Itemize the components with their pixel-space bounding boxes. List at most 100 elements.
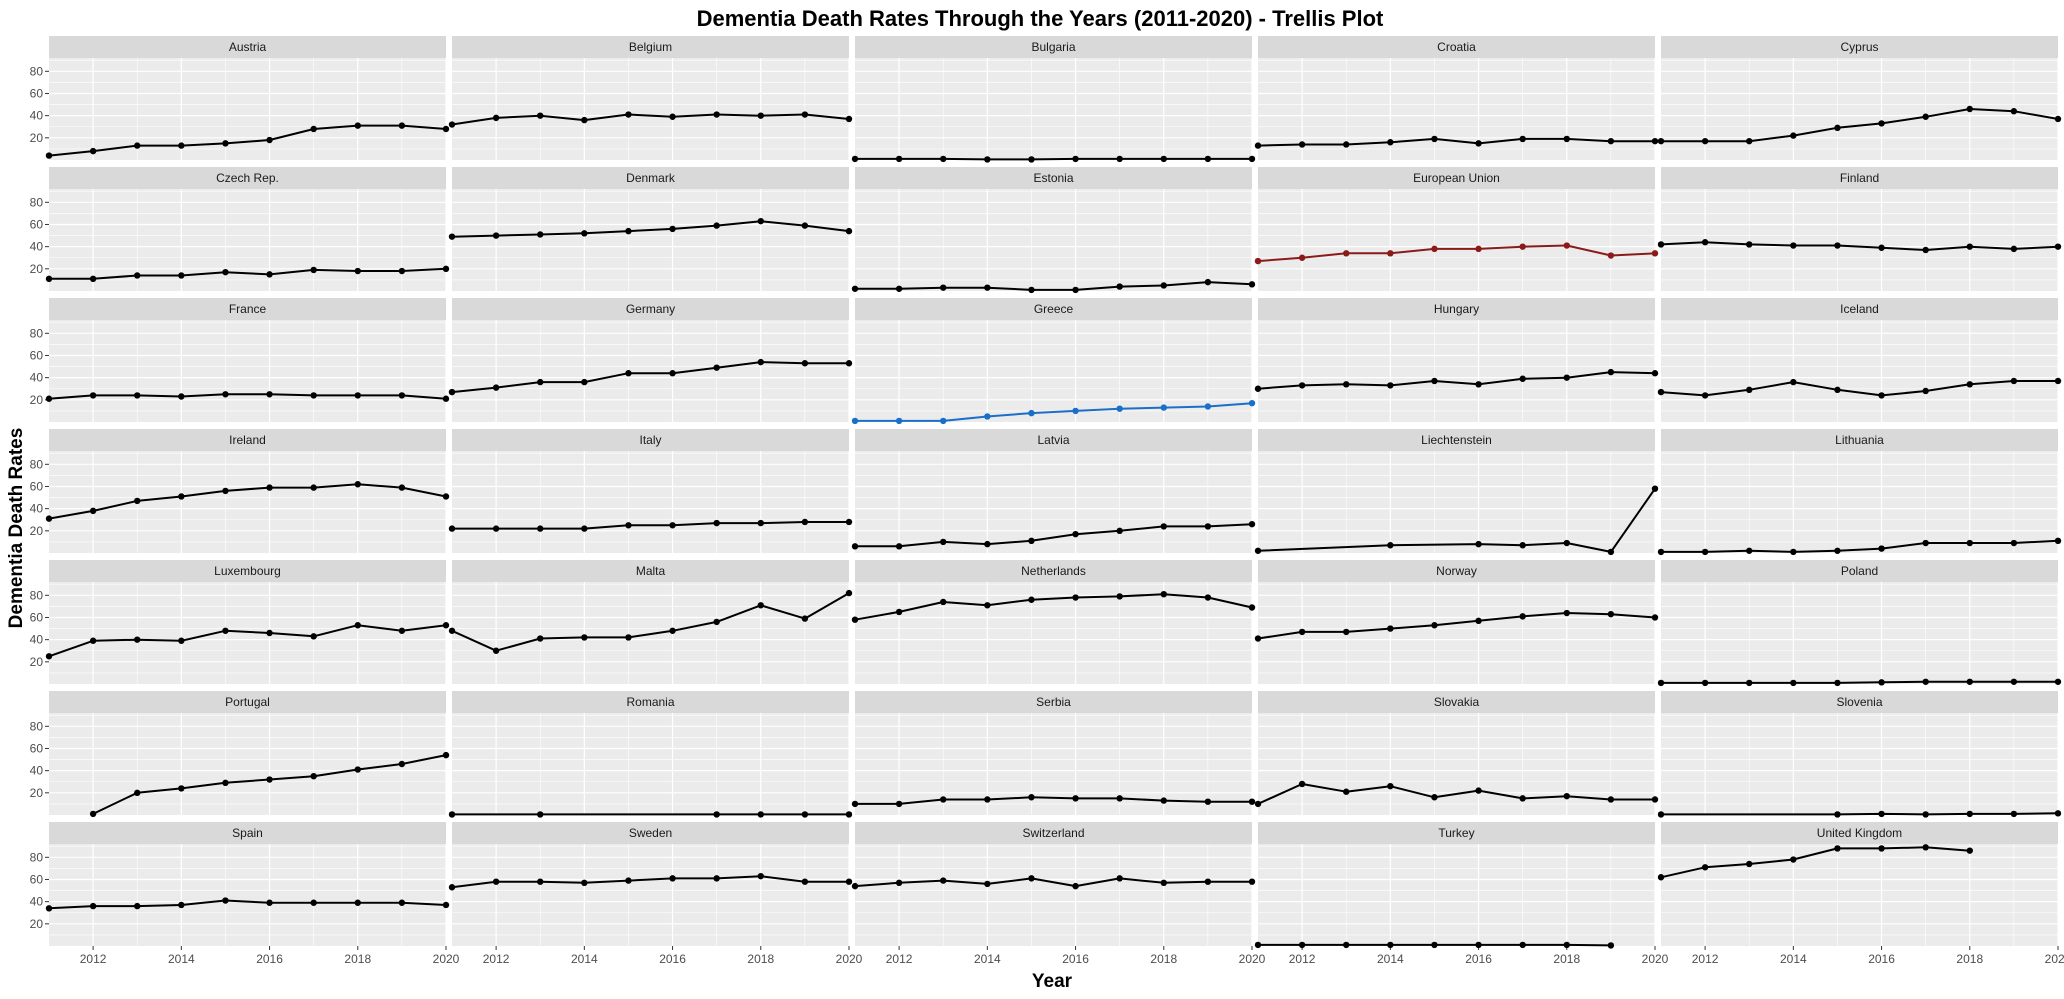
data-point bbox=[537, 378, 544, 386]
data-point bbox=[1160, 879, 1167, 887]
facet-label: Czech Rep. bbox=[216, 171, 279, 185]
facet-strip bbox=[452, 298, 849, 320]
data-point bbox=[222, 140, 229, 147]
data-point bbox=[492, 647, 500, 654]
data-point bbox=[625, 227, 632, 235]
series-line-hungary bbox=[1257, 371, 1656, 390]
facet-label: Denmark bbox=[626, 171, 676, 185]
data-point bbox=[984, 796, 991, 803]
panel-background bbox=[49, 451, 446, 553]
facet-norway: Norway bbox=[1254, 560, 1659, 684]
facet-label: Hungary bbox=[1434, 302, 1479, 316]
data-point bbox=[1651, 137, 1659, 145]
y-tick-label: 20 bbox=[30, 262, 44, 276]
data-point bbox=[1298, 141, 1306, 148]
facet-label: Slovakia bbox=[1434, 695, 1480, 709]
data-point bbox=[1607, 942, 1615, 949]
data-point bbox=[713, 364, 720, 371]
facet-turkey: Turkey 2012 2014 2016 2018 2020 bbox=[1254, 822, 1669, 966]
data-point bbox=[1834, 811, 1841, 818]
data-point bbox=[354, 766, 361, 773]
data-point bbox=[895, 543, 903, 550]
series-line-norway bbox=[1257, 612, 1656, 640]
data-point bbox=[1657, 874, 1665, 881]
data-point bbox=[2010, 539, 2018, 547]
data-point bbox=[45, 905, 53, 912]
facet-panels: Austria 20 40 60 80 Belgium Bulgaria Croatia Cyp… bbox=[30, 36, 2064, 966]
panel-background bbox=[452, 451, 849, 553]
data-point bbox=[1607, 796, 1615, 803]
data-point bbox=[1519, 375, 1526, 382]
data-point bbox=[1790, 378, 1797, 386]
data-point bbox=[1878, 845, 1885, 852]
data-point bbox=[1116, 593, 1123, 600]
data-point bbox=[1298, 780, 1306, 788]
data-point bbox=[1343, 141, 1350, 148]
data-point bbox=[581, 879, 588, 887]
data-point bbox=[845, 360, 853, 367]
data-point bbox=[1922, 811, 1929, 818]
data-point bbox=[1248, 399, 1256, 407]
data-point bbox=[1519, 243, 1526, 250]
data-point bbox=[1160, 523, 1167, 530]
panel-background bbox=[1258, 582, 1655, 684]
data-point bbox=[134, 272, 141, 279]
data-point bbox=[851, 417, 859, 425]
data-point bbox=[1387, 625, 1394, 632]
y-tick-label: 20 bbox=[30, 655, 44, 669]
data-point bbox=[801, 111, 809, 118]
data-point bbox=[442, 125, 450, 133]
data-point bbox=[801, 878, 809, 885]
data-point bbox=[222, 268, 229, 276]
data-point bbox=[1701, 679, 1709, 687]
y-tick-label: 80 bbox=[30, 850, 44, 864]
facet-serbia: Serbia bbox=[851, 691, 1256, 815]
y-tick-label: 20 bbox=[30, 786, 44, 800]
data-point bbox=[581, 116, 588, 124]
data-point bbox=[851, 543, 859, 550]
data-point bbox=[625, 634, 632, 641]
facet-sweden: Sweden 2012 2014 2016 2018 2020 bbox=[448, 822, 863, 966]
data-point bbox=[1878, 810, 1885, 818]
data-point bbox=[625, 877, 632, 884]
data-point bbox=[89, 637, 97, 644]
facet-label: Bulgaria bbox=[1031, 40, 1075, 54]
data-point bbox=[669, 113, 676, 120]
x-tick-label: 2020 bbox=[2045, 952, 2064, 966]
series-line-poland bbox=[1661, 680, 2058, 684]
y-tick-label: 80 bbox=[30, 457, 44, 471]
data-point bbox=[492, 384, 500, 391]
data-point bbox=[1475, 540, 1482, 548]
data-point bbox=[1834, 845, 1841, 852]
data-point bbox=[266, 629, 273, 637]
series-line-switzerland bbox=[854, 877, 1252, 888]
data-point bbox=[354, 622, 361, 629]
data-point bbox=[1387, 941, 1394, 949]
x-tick-label: 2020 bbox=[1239, 952, 1266, 966]
data-point bbox=[178, 142, 185, 149]
data-point bbox=[625, 370, 632, 377]
facet-label: Sweden bbox=[629, 826, 672, 840]
data-point bbox=[1922, 387, 1929, 395]
x-tick-label: 2016 bbox=[1465, 952, 1492, 966]
series-line-serbia bbox=[855, 796, 1252, 805]
data-point bbox=[845, 115, 853, 123]
panel-background bbox=[49, 844, 446, 946]
panel-background bbox=[1661, 189, 2058, 291]
data-point bbox=[1878, 545, 1885, 552]
data-point bbox=[1657, 811, 1665, 818]
facet-cyprus: Cyprus bbox=[1657, 36, 2062, 160]
data-point bbox=[178, 393, 185, 400]
data-point bbox=[1790, 132, 1797, 139]
data-point bbox=[1475, 140, 1482, 147]
data-point bbox=[398, 392, 406, 399]
data-point bbox=[266, 136, 273, 144]
y-tick-label: 80 bbox=[30, 719, 44, 733]
y-tick-label: 60 bbox=[30, 479, 44, 493]
y-tick-label: 60 bbox=[30, 741, 44, 755]
data-point bbox=[89, 275, 97, 283]
panel-background bbox=[452, 844, 849, 946]
data-point bbox=[1701, 548, 1709, 556]
data-point bbox=[1431, 622, 1438, 629]
data-point bbox=[1922, 246, 1929, 254]
